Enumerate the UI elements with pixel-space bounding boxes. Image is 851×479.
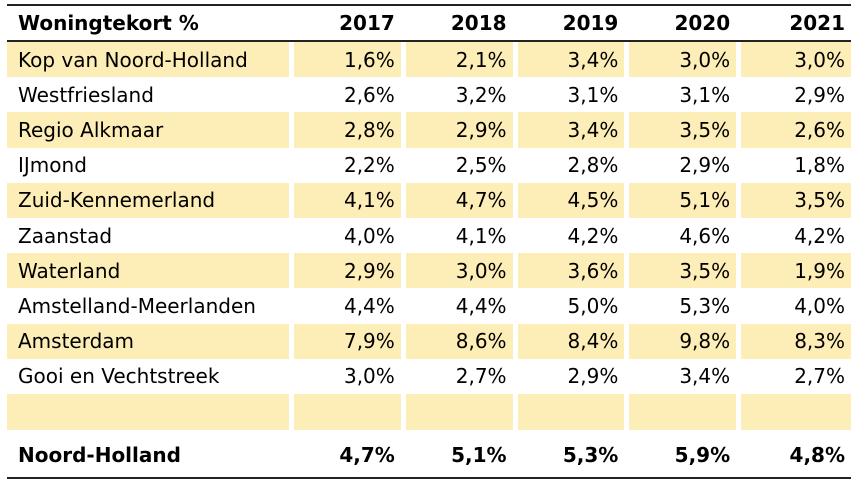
- region-name: Regio Alkmaar: [7, 112, 289, 148]
- percentage-cell: 2,8%: [517, 147, 625, 183]
- table-row: Amstelland-Meerlanden 4,4% 4,4% 5,0% 5,3% 4,0…: [7, 288, 851, 324]
- header-year: 2018: [405, 4, 513, 42]
- percentage-cell: 7,9%: [294, 323, 401, 359]
- table-row: Regio Alkmaar 2,8% 2,9% 3,4% 3,5% 2,6%: [7, 112, 851, 148]
- percentage-cell: 4,7%: [405, 182, 513, 218]
- percentage-cell: 1,8%: [741, 147, 851, 183]
- percentage-cell: 3,0%: [405, 253, 513, 289]
- region-name: Gooi en Vechtstreek: [7, 358, 289, 394]
- percentage-cell: 4,4%: [294, 288, 401, 324]
- percentage-cell: 2,9%: [741, 77, 851, 113]
- percentage-cell: 4,1%: [294, 182, 401, 218]
- spacer-row: [7, 393, 851, 430]
- region-name: IJmond: [7, 147, 289, 183]
- table-row: Gooi en Vechtstreek 3,0% 2,7% 2,9% 3,4% 2,7%: [7, 358, 851, 394]
- table-row: Westfriesland 2,6% 3,2% 3,1% 3,1% 2,9%: [7, 77, 851, 113]
- percentage-cell: 3,2%: [405, 77, 513, 113]
- region-name: Amstelland-Meerlanden: [7, 288, 289, 324]
- region-name: Kop van Noord-Holland: [7, 42, 289, 78]
- percentage-cell: 4,1%: [405, 217, 513, 254]
- percentage-cell: 2,5%: [405, 147, 513, 183]
- percentage-cell: 5,1%: [629, 182, 737, 218]
- header-year: 2020: [629, 4, 737, 42]
- percentage-cell: 5,0%: [517, 288, 625, 324]
- region-name: Waterland: [7, 253, 289, 289]
- percentage-cell: 2,9%: [629, 147, 737, 183]
- percentage-cell: 3,0%: [294, 358, 401, 394]
- percentage-cell: 4,4%: [405, 288, 513, 324]
- percentage-cell: 3,6%: [517, 253, 625, 289]
- percentage-cell: 1,9%: [741, 253, 851, 289]
- percentage-cell: 2,1%: [405, 42, 513, 78]
- percentage-cell: 3,1%: [517, 77, 625, 113]
- region-name: Amsterdam: [7, 323, 289, 359]
- region-name: Noord-Holland: [7, 429, 289, 479]
- table-row: Zuid-Kennemerland 4,1% 4,7% 4,5% 5,1% 3,5%: [7, 182, 851, 218]
- percentage-cell: 2,6%: [294, 77, 401, 113]
- percentage-cell: 4,2%: [517, 217, 625, 254]
- percentage-cell: 5,9%: [629, 429, 737, 479]
- percentage-cell: 4,5%: [517, 182, 625, 218]
- percentage-cell: 4,6%: [629, 217, 737, 254]
- percentage-cell: 2,7%: [405, 358, 513, 394]
- percentage-cell: 3,0%: [629, 42, 737, 78]
- percentage-cell: 2,7%: [741, 358, 851, 394]
- housing-shortage-table: Woningtekort % 2017 2018 2019 2020 2021 …: [7, 4, 851, 479]
- percentage-cell: 8,6%: [405, 323, 513, 359]
- percentage-cell: 2,2%: [294, 147, 401, 183]
- percentage-cell: 3,4%: [517, 42, 625, 78]
- table-row: Kop van Noord-Holland 1,6% 2,1% 3,4% 3,0% 3,0…: [7, 42, 851, 78]
- percentage-cell: 3,1%: [629, 77, 737, 113]
- table-row: Waterland 2,9% 3,0% 3,6% 3,5% 1,9%: [7, 253, 851, 289]
- percentage-cell: 2,9%: [294, 253, 401, 289]
- header-year: 2021: [741, 4, 851, 42]
- percentage-cell: 2,8%: [294, 112, 401, 148]
- percentage-cell: 1,6%: [294, 42, 401, 78]
- percentage-cell: 9,8%: [629, 323, 737, 359]
- percentage-cell: 8,4%: [517, 323, 625, 359]
- region-name: Westfriesland: [7, 77, 289, 113]
- percentage-cell: 3,0%: [741, 42, 851, 78]
- percentage-cell: 4,0%: [741, 288, 851, 324]
- region-name: Zaanstad: [7, 217, 289, 254]
- percentage-cell: 3,5%: [629, 253, 737, 289]
- percentage-cell: 2,9%: [405, 112, 513, 148]
- percentage-cell: 3,5%: [629, 112, 737, 148]
- percentage-cell: 5,3%: [629, 288, 737, 324]
- percentage-cell: 3,4%: [629, 358, 737, 394]
- percentage-cell: 2,9%: [517, 358, 625, 394]
- header-year: 2019: [517, 4, 625, 42]
- percentage-cell: 4,0%: [294, 217, 401, 254]
- percentage-cell: 3,4%: [517, 112, 625, 148]
- region-name: Zuid-Kennemerland: [7, 182, 289, 218]
- header-region: Woningtekort %: [7, 4, 289, 42]
- percentage-cell: 2,6%: [741, 112, 851, 148]
- table-row: IJmond 2,2% 2,5% 2,8% 2,9% 1,8%: [7, 147, 851, 183]
- table-row: Zaanstad 4,0% 4,1% 4,2% 4,6% 4,2%: [7, 217, 851, 254]
- header-year: 2017: [294, 4, 401, 42]
- percentage-cell: 3,5%: [741, 182, 851, 218]
- table-row: Amsterdam 7,9% 8,6% 8,4% 9,8% 8,3%: [7, 323, 851, 359]
- percentage-cell: 8,3%: [741, 323, 851, 359]
- header-row: Woningtekort % 2017 2018 2019 2020 2021: [7, 4, 851, 42]
- percentage-cell: 4,2%: [741, 217, 851, 254]
- total-row: Noord-Holland 4,7% 5,1% 5,3% 5,9% 4,8%: [7, 429, 851, 479]
